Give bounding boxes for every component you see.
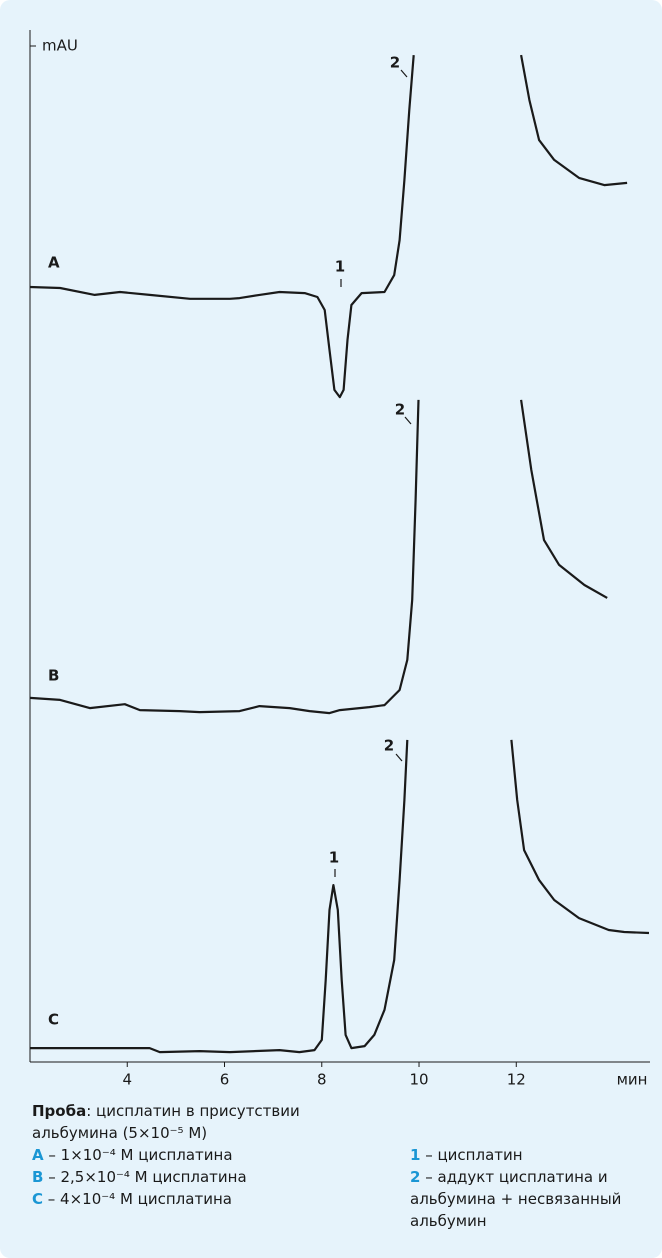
x-tick-label: 10 <box>409 1071 428 1089</box>
peak-label: 2 <box>384 737 394 755</box>
caption-text: – 4×10⁻⁴ М цисплатина <box>43 1190 232 1208</box>
caption-key: 1 <box>410 1146 421 1164</box>
peak-label: 1 <box>335 258 345 276</box>
caption-text: – 2,5×10⁻⁴ М цисплатина <box>43 1168 247 1186</box>
caption-line: A – 1×10⁻⁴ М цисплатина <box>32 1144 332 1166</box>
caption-left: Проба: цисплатин в присутствии альбумина… <box>32 1100 332 1210</box>
x-tick-label: 4 <box>122 1071 132 1089</box>
caption-line: 2 – аддукт цисплатина и альбумина + несв… <box>410 1166 655 1232</box>
caption-text: – аддукт цисплатина и альбумина + несвяз… <box>410 1168 622 1230</box>
panel-label: A <box>48 254 60 272</box>
caption-text: – цисплатин <box>420 1146 523 1164</box>
trace <box>29 399 608 715</box>
caption-line: 1 – цисплатин <box>410 1144 655 1166</box>
peak-leader <box>404 416 412 425</box>
peak-label: 1 <box>329 849 339 867</box>
peak-leader <box>395 753 403 762</box>
trace <box>30 739 650 1054</box>
trace <box>29 54 628 399</box>
caption-key: B <box>32 1168 44 1186</box>
caption-key: 2 <box>410 1168 421 1186</box>
y-axis-label: mAU <box>42 37 78 55</box>
peak-leader <box>400 69 408 78</box>
caption-line: Проба: цисплатин в присутствии альбумина… <box>32 1100 332 1144</box>
peak-label: 2 <box>390 54 400 72</box>
x-tick-label: 6 <box>220 1071 230 1089</box>
panel-label: C <box>48 1011 59 1029</box>
x-axis-label: мин <box>617 1071 648 1089</box>
x-tick-label: 8 <box>317 1071 327 1089</box>
caption-line: C – 4×10⁻⁴ М цисплатина <box>32 1188 332 1210</box>
caption-right: 1 – цисплатин 2 – аддукт цисплатина и аль… <box>410 1144 655 1232</box>
caption-line: B – 2,5×10⁻⁴ М цисплатина <box>32 1166 332 1188</box>
caption-key: A <box>32 1146 44 1164</box>
caption-text: : цисплатин в присутствии альбумина (5×1… <box>32 1102 300 1142</box>
panel-label: B <box>48 667 59 685</box>
x-tick-label: 12 <box>507 1071 526 1089</box>
caption-text: – 1×10⁻⁴ М цисплатина <box>43 1146 233 1164</box>
peak-label: 2 <box>395 401 405 419</box>
caption-key: Проба <box>32 1102 87 1120</box>
caption-key: C <box>32 1190 44 1208</box>
